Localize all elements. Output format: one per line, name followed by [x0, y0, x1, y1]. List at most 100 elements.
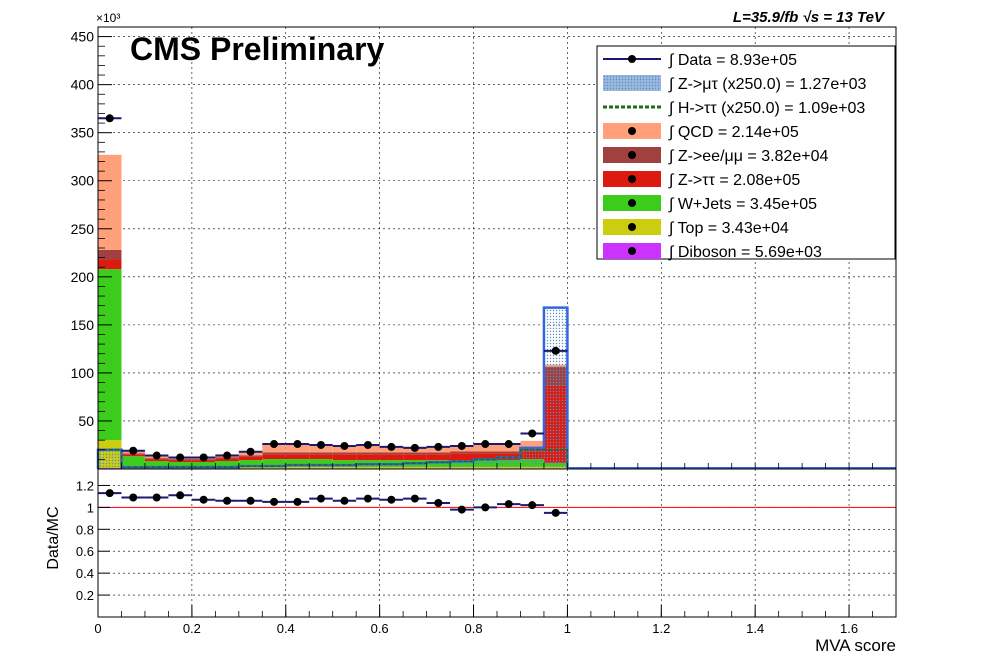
stack-bar-W+Jets — [215, 461, 239, 467]
stack-bar-W+Jets — [98, 269, 122, 441]
data-point — [481, 440, 490, 449]
stack-bar-QCD — [98, 154, 122, 250]
ratio-point — [293, 497, 302, 506]
y-tick-label: 150 — [71, 317, 95, 333]
y-tick-label: 350 — [71, 125, 95, 141]
ratio-point — [270, 497, 279, 506]
legend-swatch-mutau-hatch — [603, 75, 661, 91]
legend-entry-label: ∫ Data = 8.93e+05 — [668, 52, 797, 69]
x-tick-label: 0.4 — [277, 621, 295, 636]
x-tick-label: 0.8 — [464, 621, 482, 636]
stack-bar-Z->ee/μμ — [285, 452, 310, 455]
x-tick-label: 1.6 — [840, 621, 858, 636]
main-panel: 50 100 150 200 250 300 350 400 450 ×10³ CMS Prel… — [71, 9, 897, 470]
chart-title: CMS Preliminary — [130, 31, 385, 67]
ratio-point — [528, 501, 537, 510]
data-point — [434, 442, 443, 451]
stack-bar-Z->ee/μμ — [403, 452, 427, 455]
stack-bar-Z->ee/μμ — [497, 451, 521, 454]
data-point — [129, 446, 138, 455]
data-point — [504, 440, 513, 449]
x-tick-label: 1.2 — [652, 621, 670, 636]
stack-bar-QCD — [309, 445, 333, 453]
data-point — [551, 346, 560, 355]
stack-bar-W+Jets — [144, 461, 169, 467]
stack-bar-Z->ee/μμ — [473, 451, 497, 454]
ratio-y-tick-label: 0.6 — [76, 544, 94, 559]
ratio-point — [363, 494, 372, 503]
ratio-point — [504, 500, 513, 509]
data-point — [410, 443, 419, 452]
ratio-y-tick-label: 1.2 — [76, 478, 94, 493]
data-point — [246, 447, 255, 456]
legend-marker — [628, 247, 636, 255]
ratio-point — [481, 503, 490, 512]
ratio-points — [98, 489, 568, 517]
stack-bar-Z->ττ — [121, 454, 145, 457]
stack-bar-W+Jets — [191, 461, 216, 467]
stack-bar-QCD — [520, 440, 544, 449]
stack-bar-Z->ee/μμ — [450, 451, 474, 454]
stack-bar-Z->ττ — [215, 458, 239, 462]
legend-entry-label: ∫ Z->μτ (x250.0) = 1.27e+03 — [668, 76, 866, 93]
stack-bar-Z->ττ — [309, 454, 333, 460]
stack-bar-Z->ττ — [332, 454, 357, 461]
stack-bar-W+Jets — [309, 459, 333, 467]
data-point — [105, 114, 114, 123]
stack-bar-Z->ττ — [403, 454, 427, 461]
data-point — [199, 453, 208, 462]
ratio-y-tick-label: 0.4 — [76, 566, 94, 581]
stack-bar-Z->ee/μμ — [332, 452, 357, 455]
ratio-panel: 0.2 0.4 0.6 0.8 1 1.2 0 0.2 0.4 0.6 0.8 1 1.2 1.4 1.6… — [45, 463, 897, 655]
stack-bar-Z->ee/μμ — [262, 452, 286, 455]
x-tick-label: 1.4 — [746, 621, 764, 636]
x-tick-label: 0 — [94, 621, 101, 636]
x-tick-label: 0.6 — [371, 621, 389, 636]
stack-bar-Z->ee/μμ — [98, 249, 122, 260]
data-point — [176, 453, 185, 462]
stack-bar-QCD — [262, 444, 286, 453]
data-point — [340, 441, 349, 450]
y-tick-label: 250 — [71, 221, 95, 237]
data-point — [270, 440, 279, 449]
data-point — [152, 451, 161, 460]
legend: ∫ Data = 8.93e+05 ∫ Z->μτ (x250.0) = 1.27… — [596, 45, 896, 261]
y-tick-label: 300 — [71, 173, 95, 189]
y-tick-label: 100 — [71, 365, 95, 381]
ratio-point — [551, 508, 560, 517]
stack-bar-W+Jets — [168, 461, 192, 467]
x-tick-label: 1 — [564, 621, 571, 636]
stack-bar-W+Jets — [285, 459, 310, 467]
ratio-point — [340, 496, 349, 505]
stack-bar-QCD — [473, 444, 497, 452]
legend-marker — [628, 151, 636, 159]
stack-bar-W+Jets — [238, 460, 263, 467]
ratio-point — [457, 505, 466, 514]
y-tick-label: 50 — [78, 413, 94, 429]
data-point — [457, 441, 466, 450]
x-tick-label: 0.2 — [183, 621, 201, 636]
stack-bar-QCD — [285, 444, 310, 453]
ratio-point — [434, 498, 443, 507]
stack-bar-Z->ττ — [450, 453, 474, 461]
stack-bar-W+Jets — [332, 460, 357, 467]
legend-entry-label: ∫ Z->ee/μμ = 3.82e+04 — [668, 148, 828, 165]
stack-bar-Z->ττ — [285, 454, 310, 460]
y-tick-label: 450 — [71, 29, 95, 45]
stack-bar-Z->ττ — [379, 454, 404, 461]
legend-marker — [628, 127, 636, 135]
ratio-point — [410, 494, 419, 503]
legend-entry-label: ∫ Diboson = 5.69e+03 — [668, 244, 822, 261]
legend-entry-label: ∫ Z->ττ = 2.08e+05 — [668, 172, 800, 189]
stack-bar-Z->ee/μμ — [309, 452, 333, 455]
stack-bar-W+Jets — [262, 459, 286, 467]
data-point — [316, 440, 325, 449]
stack-bar-Z->ττ — [426, 454, 451, 461]
legend-entry-label: ∫ Top = 3.43e+04 — [668, 220, 789, 237]
data-point — [528, 429, 537, 438]
data-point — [223, 451, 232, 460]
ratio-point — [387, 495, 396, 504]
y-tick-label: 200 — [71, 269, 95, 285]
stack-bar-Z->ττ — [356, 454, 380, 461]
ratio-point — [246, 496, 255, 505]
